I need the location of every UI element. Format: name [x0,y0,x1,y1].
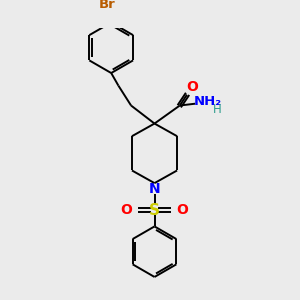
Text: S: S [149,203,160,218]
Text: H: H [213,103,222,116]
Text: N: N [149,182,160,196]
Text: Br: Br [99,0,116,11]
Text: O: O [121,203,133,217]
Text: O: O [187,80,198,94]
Text: O: O [176,203,188,217]
Text: NH₂: NH₂ [194,95,222,108]
